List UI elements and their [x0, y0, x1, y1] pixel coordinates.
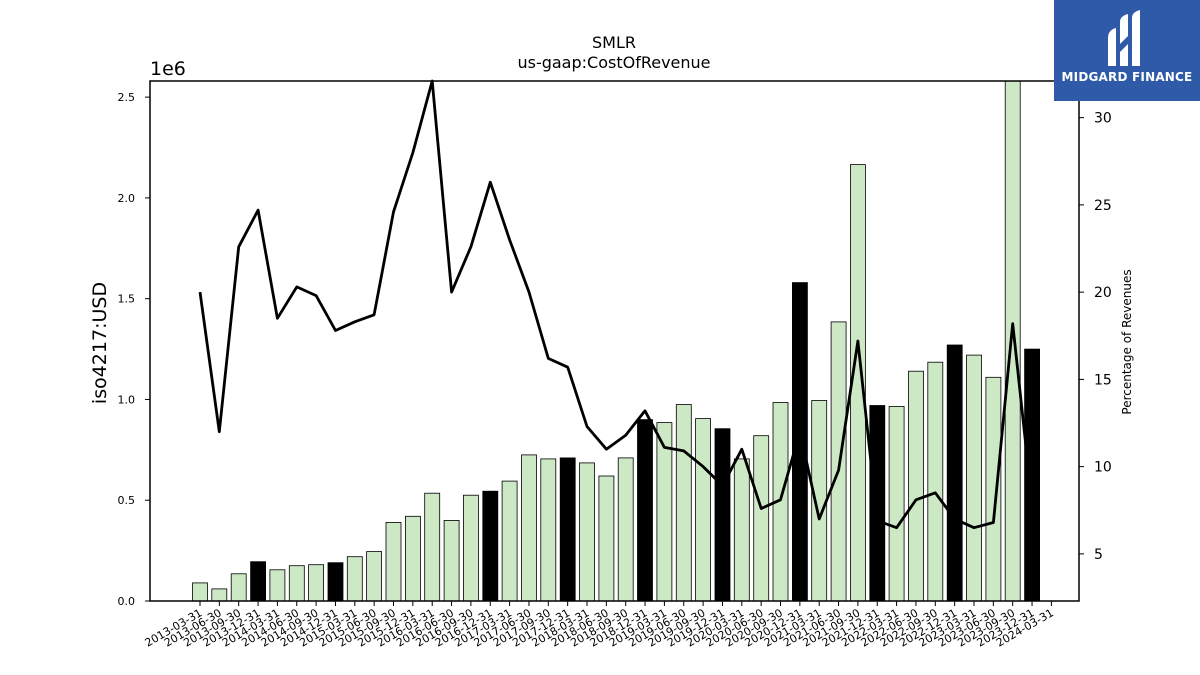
bar: [579, 462, 595, 602]
bar: [230, 573, 247, 602]
y2-axis-label: Percentage of Revenues: [1120, 269, 1134, 414]
bar: [637, 419, 653, 602]
bar: [1004, 80, 1021, 602]
y-tick-label: 2.5: [118, 91, 136, 104]
y2-tick-label: 15: [1094, 372, 1112, 388]
bar: [598, 475, 615, 602]
chart-title: SMLR: [592, 33, 636, 52]
bar: [482, 490, 499, 602]
y-tick-label: 0.5: [118, 494, 136, 507]
bar: [308, 564, 325, 602]
y2-tick-label: 30: [1094, 111, 1112, 127]
y-axis-label: iso4217:USD: [89, 282, 111, 404]
logo-mark-icon: [1108, 10, 1140, 66]
bar: [327, 562, 344, 602]
y2-tick-label: 25: [1094, 198, 1112, 214]
bar: [211, 588, 228, 602]
y2-tick-label: 20: [1094, 285, 1112, 301]
offset-label: 1e6: [150, 58, 186, 80]
bar: [733, 458, 750, 602]
plot-frame: [149, 80, 1080, 602]
bar: [869, 405, 886, 602]
bar-group: [192, 80, 1040, 602]
bar: [966, 354, 982, 602]
bar: [675, 404, 692, 602]
bar: [946, 344, 963, 602]
bar: [617, 457, 634, 602]
bar: [1024, 348, 1040, 602]
bar: [404, 515, 421, 602]
y-tick-label: 2.0: [118, 192, 136, 205]
y-tick-label: 0.0: [118, 595, 136, 608]
bar: [346, 556, 363, 602]
bar: [927, 361, 944, 602]
axes-group: 0.00.51.01.52.02.5510152025302013-03-312…: [118, 80, 1112, 650]
bar: [714, 428, 731, 602]
bar: [424, 492, 441, 602]
bar: [753, 435, 770, 602]
y2-tick-label: 10: [1094, 460, 1112, 476]
line-group: [198, 79, 1034, 530]
bar: [462, 494, 479, 602]
bar: [192, 582, 208, 602]
bar: [540, 458, 557, 602]
bar: [250, 561, 267, 602]
bar: [559, 457, 576, 602]
bar: [908, 370, 924, 602]
series-line: [198, 79, 1034, 530]
bar: [985, 376, 1002, 602]
chart-subtitle: us-gaap:CostOfRevenue: [517, 53, 710, 72]
y-tick-label: 1.5: [118, 293, 136, 306]
y-tick-label: 1.0: [118, 393, 136, 406]
company-logo: MIDGARD FINANCE: [1054, 0, 1200, 101]
bar: [695, 418, 711, 602]
bar: [888, 406, 905, 602]
bar: [501, 480, 518, 602]
bar: [443, 520, 460, 602]
y2-tick-label: 5: [1094, 547, 1103, 563]
logo-text: MIDGARD FINANCE: [1061, 70, 1193, 84]
bar: [521, 454, 537, 602]
bar: [385, 522, 402, 602]
bar: [269, 569, 286, 602]
bar: [792, 282, 808, 602]
bar: [366, 551, 383, 602]
bar: [288, 565, 305, 602]
